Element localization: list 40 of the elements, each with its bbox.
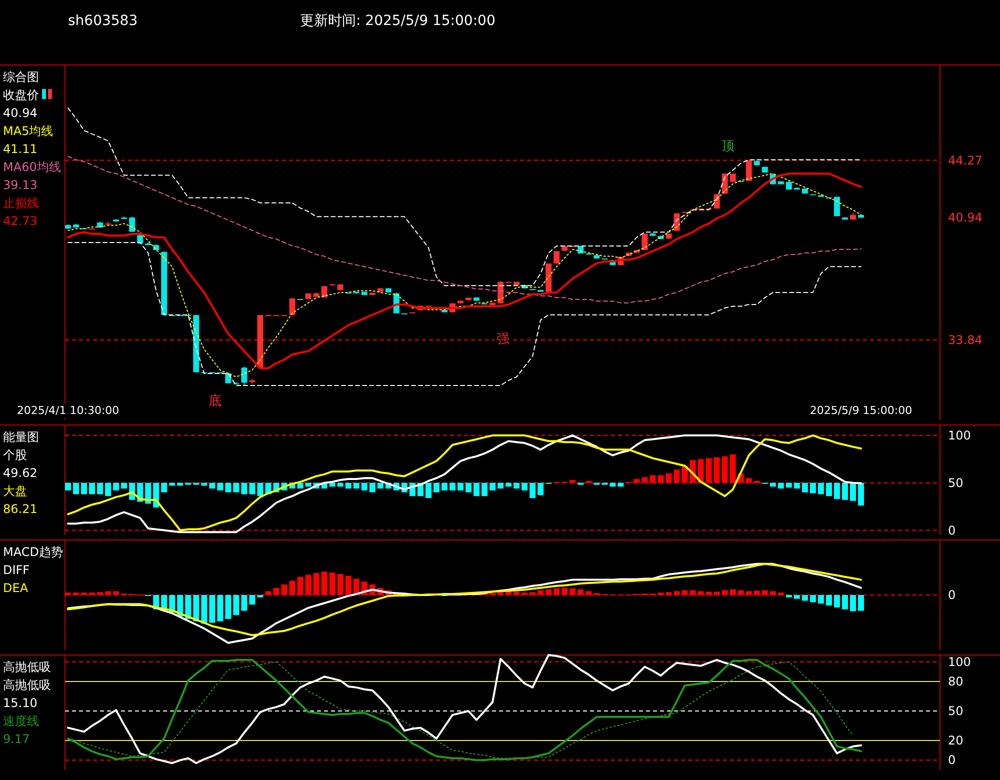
legend-label: 收盘价 [3, 88, 39, 102]
text: 高抛低吸 [3, 678, 51, 692]
series-label: MA60均线 [3, 160, 61, 174]
x-tick-label: 2025/5/9 15:00:00 [810, 404, 912, 417]
text: 速度线 [3, 714, 39, 728]
y-tick-label: 80 [948, 674, 964, 689]
annotation: 强 [496, 332, 510, 347]
text: 40.94 [3, 106, 38, 120]
y-tick-label: 40.94 [948, 210, 982, 225]
chart-title: 高抛低吸 [3, 660, 51, 674]
x-tick-label: 2025/4/1 10:30:00 [16, 404, 120, 417]
text: 个股 [3, 448, 27, 462]
y-tick-label: 50 [948, 704, 964, 718]
text: DEA [3, 581, 29, 595]
y-tick-label: 44.27 [948, 153, 982, 168]
y-tick-label: 33.84 [948, 333, 982, 348]
text: 15.10 [3, 696, 38, 710]
y-tick-label: 100 [948, 428, 971, 442]
text: 39.13 [3, 178, 38, 192]
text: 9.17 [3, 732, 30, 746]
text: sh603583 [68, 13, 138, 29]
y-tick-label: 100 [948, 654, 971, 669]
chart-title: 综合图 [3, 70, 39, 84]
text: 大盘 [3, 484, 27, 498]
text: 42.73 [3, 214, 38, 228]
text: MA5均线 [3, 124, 54, 138]
y-tick-label: 0 [948, 523, 956, 538]
text: 能量图 [3, 430, 39, 444]
text: 更新时间: 2025/5/9 15:00:00 [300, 13, 496, 29]
text: 41.11 [3, 142, 38, 156]
text: 止损线 [3, 196, 39, 210]
y-tick-label: 50 [948, 476, 964, 490]
chart-title: MACD趋势 [3, 545, 63, 559]
annotation: 顶 [722, 139, 734, 154]
y-tick-label: 20 [948, 734, 964, 748]
text: 49.62 [3, 466, 38, 480]
annotation: 底 [208, 394, 222, 409]
y-tick-label: 0 [948, 753, 956, 768]
text: DIFF [3, 563, 30, 577]
text: 86.21 [3, 502, 38, 516]
